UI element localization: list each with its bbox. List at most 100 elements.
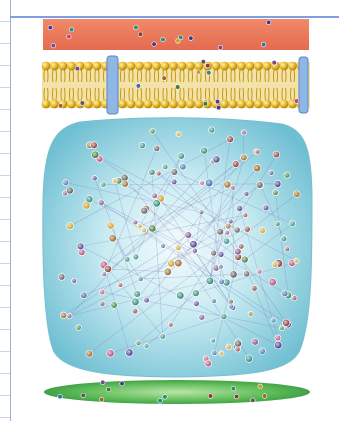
interaction-edge bbox=[63, 234, 189, 316]
lipid-tail bbox=[213, 69, 219, 83]
interaction-edge bbox=[104, 151, 258, 275]
protein-node bbox=[233, 226, 241, 234]
protein-node bbox=[137, 31, 144, 37]
protein-node bbox=[214, 99, 221, 105]
protein-node bbox=[162, 394, 168, 400]
interaction-edge bbox=[108, 268, 168, 273]
protein-node bbox=[121, 180, 129, 188]
interaction-edge bbox=[102, 291, 282, 329]
lipid-head bbox=[118, 61, 127, 71]
lipid-tail bbox=[273, 87, 278, 101]
lipid-tail bbox=[273, 69, 278, 83]
protein-node bbox=[251, 338, 259, 346]
protein-node bbox=[268, 169, 275, 176]
protein-node bbox=[291, 295, 298, 302]
interaction-edge bbox=[103, 148, 157, 275]
protein-node bbox=[149, 128, 156, 135]
lipid-tail bbox=[188, 69, 193, 83]
lipid-tail bbox=[222, 87, 227, 101]
protein-node bbox=[155, 170, 162, 177]
protein-node bbox=[262, 393, 268, 399]
lipid-tail bbox=[137, 87, 142, 101]
protein-node bbox=[198, 313, 206, 321]
lipid-head bbox=[279, 99, 289, 109]
protein-node bbox=[210, 249, 218, 257]
protein-node bbox=[217, 250, 225, 258]
protein-node bbox=[101, 271, 108, 278]
protein-node bbox=[82, 201, 91, 210]
lipid-tail bbox=[137, 69, 142, 83]
protein-node bbox=[198, 209, 205, 216]
interaction-edge bbox=[103, 183, 278, 185]
protein-node bbox=[141, 227, 148, 234]
interaction-edge bbox=[232, 187, 234, 275]
protein-node bbox=[253, 164, 262, 173]
lipid-head bbox=[92, 61, 102, 71]
lipid-head bbox=[262, 61, 272, 71]
protein-node bbox=[178, 34, 184, 41]
interaction-edge bbox=[139, 187, 233, 227]
lipid-head bbox=[245, 99, 255, 109]
lipid-head bbox=[220, 99, 229, 109]
interaction-edge bbox=[110, 225, 128, 260]
interaction-edge bbox=[124, 177, 232, 307]
protein-node bbox=[262, 204, 270, 212]
protein-node bbox=[234, 253, 242, 261]
protein-node bbox=[174, 259, 183, 268]
protein-node bbox=[218, 278, 225, 285]
protein-node bbox=[167, 259, 176, 268]
lipid-head bbox=[67, 61, 76, 71]
protein-node bbox=[218, 350, 225, 357]
protein-node bbox=[289, 220, 296, 227]
protein-node bbox=[255, 181, 264, 189]
interaction-edge bbox=[275, 192, 289, 296]
protein-node bbox=[293, 257, 300, 264]
protein-node bbox=[66, 313, 73, 320]
protein-node bbox=[162, 163, 169, 170]
lipid-tail bbox=[290, 87, 295, 101]
lipid-head bbox=[279, 61, 289, 71]
protein-node bbox=[198, 179, 205, 186]
protein-node bbox=[271, 261, 279, 268]
protein-node bbox=[205, 178, 214, 188]
protein-node bbox=[284, 246, 291, 253]
lipid-head bbox=[118, 99, 127, 109]
protein-node bbox=[80, 291, 88, 299]
nucleus-layer bbox=[44, 380, 310, 404]
lipid-head bbox=[41, 61, 51, 71]
protein-node bbox=[211, 349, 218, 356]
protein-node bbox=[228, 303, 235, 310]
protein-node bbox=[229, 184, 236, 191]
lipid-tail bbox=[256, 87, 261, 101]
lipid-head bbox=[160, 61, 170, 71]
lipid-head bbox=[228, 61, 238, 71]
protein-node bbox=[227, 218, 234, 225]
lipid-head bbox=[143, 61, 153, 71]
protein-node bbox=[234, 339, 242, 348]
lipid-tail bbox=[213, 87, 219, 101]
protein-node bbox=[175, 131, 182, 138]
protein-node bbox=[140, 206, 149, 215]
protein-node bbox=[62, 179, 70, 187]
protein-node bbox=[266, 19, 272, 25]
protein-node bbox=[110, 301, 118, 309]
lipid-head bbox=[237, 61, 246, 71]
protein-node bbox=[240, 153, 248, 162]
lipid-head bbox=[194, 99, 204, 109]
lipid-tail bbox=[154, 69, 159, 83]
lipid-head bbox=[220, 61, 229, 71]
interaction-edge bbox=[209, 139, 231, 281]
protein-node bbox=[99, 397, 105, 403]
protein-node bbox=[170, 168, 179, 176]
protein-node bbox=[281, 289, 289, 298]
protein-node bbox=[288, 259, 296, 267]
protein-node bbox=[240, 129, 247, 136]
protein-node bbox=[163, 267, 172, 276]
protein-node bbox=[223, 180, 232, 189]
protein-node bbox=[97, 199, 105, 207]
protein-node bbox=[293, 190, 301, 198]
protein-node bbox=[240, 255, 249, 264]
protein-node bbox=[59, 311, 68, 319]
protein-node bbox=[76, 242, 85, 251]
protein-node bbox=[243, 190, 250, 197]
